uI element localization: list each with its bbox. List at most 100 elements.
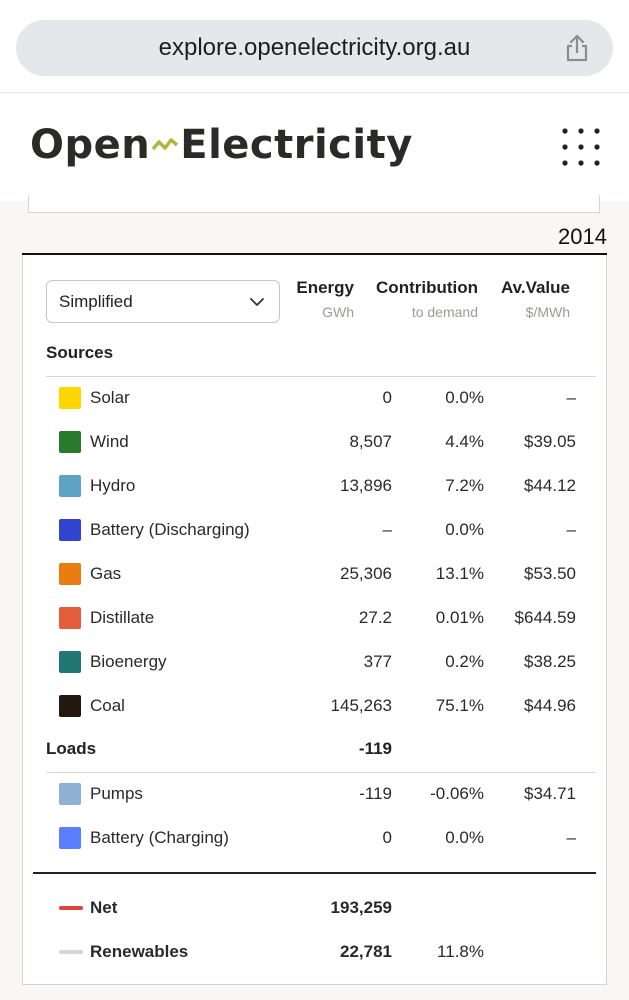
loads-total: -119 [358,739,392,758]
av-value: – [566,520,576,539]
totals-divider [33,872,596,874]
energy-value: 377 [363,652,392,671]
contribution-value: 0.0% [445,388,484,407]
av-value: $44.96 [524,696,576,715]
gas-swatch [59,563,81,585]
header-av-value-title: Av.Value [501,278,570,297]
contribution-value: 75.1% [435,696,484,715]
contribution-value: 4.4% [445,432,484,451]
contribution-value: 0.2% [445,652,484,671]
net-row: Net 193,259 [46,886,596,930]
battery-discharging-swatch [59,519,81,541]
source-row-hydro[interactable]: Hydro 13,896 7.2% $44.12 [46,464,596,508]
energy-value: – [382,520,392,539]
energy-value: 25,306 [340,564,392,583]
load-row-battery-charging[interactable]: Battery (Charging) 0 0.0% – [46,816,596,860]
view-select[interactable]: Simplified [46,280,280,323]
header-contribution-title: Contribution [376,278,478,297]
source-row-battery-discharging[interactable]: Battery (Discharging) – 0.0% – [46,508,596,552]
source-label: Battery (Discharging) [90,520,250,539]
header-contribution[interactable]: Contribution to demand [376,278,478,320]
renewables-contribution-value: 11.8% [437,942,484,961]
source-label: Coal [90,696,125,715]
source-label: Distillate [90,608,155,627]
renewables-label: Renewables [90,942,189,961]
energy-value: 13,896 [340,476,392,495]
loads-divider [46,772,596,773]
energy-value: 0 [382,828,392,847]
header-av-value-unit: $/MWh [525,304,570,320]
wind-swatch [59,431,81,453]
logo-text-electricity: Electricity [180,122,413,168]
energy-value: 27.2 [358,608,392,627]
header-energy-title: Energy [296,278,354,297]
year-divider [22,253,607,255]
contribution-value: 13.1% [435,564,484,583]
site-header: Open Electricity [0,93,629,201]
header-av-value[interactable]: Av.Value $/MWh [501,278,570,320]
av-value: $38.25 [524,652,576,671]
av-value: $44.12 [524,476,576,495]
av-value: $53.50 [524,564,576,583]
logo-spark-icon [152,138,179,151]
header-energy-unit: GWh [322,304,354,320]
energy-value: -119 [359,784,392,803]
share-icon[interactable] [561,32,593,64]
chevron-down-icon [250,298,264,306]
net-line-swatch [59,906,83,910]
site-logo[interactable]: Open Electricity [30,121,413,169]
source-row-bioenergy[interactable]: Bioenergy 377 0.2% $38.25 [46,640,596,684]
contribution-value: 0.0% [445,828,484,847]
av-value: $39.05 [524,432,576,451]
source-label: Gas [90,564,122,583]
source-row-coal[interactable]: Coal 145,263 75.1% $44.96 [46,684,596,728]
net-energy-value: 193,259 [330,898,392,917]
renewables-line-swatch [59,950,83,954]
coal-swatch [59,695,81,717]
net-label: Net [90,898,118,917]
sources-heading: Sources [46,343,114,362]
browser-bar: explore.openelectricity.org.au [0,0,629,93]
loads-heading: Loads [46,739,97,758]
solar-swatch [59,387,81,409]
contribution-value: 0.01% [435,608,484,627]
hydro-swatch [59,475,81,497]
view-select-value: Simplified [59,292,133,311]
source-row-wind[interactable]: Wind 8,507 4.4% $39.05 [46,420,596,464]
sources-divider [46,376,596,377]
source-row-distillate[interactable]: Distillate 27.2 0.01% $644.59 [46,596,596,640]
av-value: – [566,828,576,847]
source-label: Solar [90,388,130,407]
energy-value: 145,263 [330,696,392,715]
load-row-pumps[interactable]: Pumps -119 -0.06% $34.71 [46,772,596,816]
source-label: Bioenergy [90,652,167,671]
header-energy[interactable]: Energy GWh [296,278,354,320]
renewables-row: Renewables 22,781 11.8% [46,930,596,974]
year-label: 2014 [558,224,607,249]
contribution-value: 7.2% [445,476,484,495]
source-label: Hydro [90,476,136,495]
source-row-gas[interactable]: Gas 25,306 13.1% $53.50 [46,552,596,596]
previous-panel-edge [28,195,600,213]
energy-value: 0 [382,388,392,407]
header-contribution-unit: to demand [411,304,478,320]
source-label: Wind [90,432,129,451]
renewables-energy-value: 22,781 [340,942,392,961]
av-value: $34.71 [524,784,576,803]
pumps-swatch [59,783,81,805]
address-bar[interactable]: explore.openelectricity.org.au [16,20,613,76]
grid-menu-icon[interactable] [560,126,602,168]
url-text[interactable]: explore.openelectricity.org.au [158,34,471,61]
distillate-swatch [59,607,81,629]
battery-charging-swatch [59,827,81,849]
load-label: Battery (Charging) [90,828,229,847]
av-value: $644.59 [514,608,576,627]
load-label: Pumps [90,784,143,803]
av-value: – [566,388,576,407]
contribution-value: -0.06% [430,784,484,803]
source-row-solar[interactable]: Solar 0 0.0% – [46,376,596,420]
energy-value: 8,507 [349,432,392,451]
bioenergy-swatch [59,651,81,673]
logo-text-open: Open [30,122,151,168]
contribution-value: 0.0% [445,520,484,539]
